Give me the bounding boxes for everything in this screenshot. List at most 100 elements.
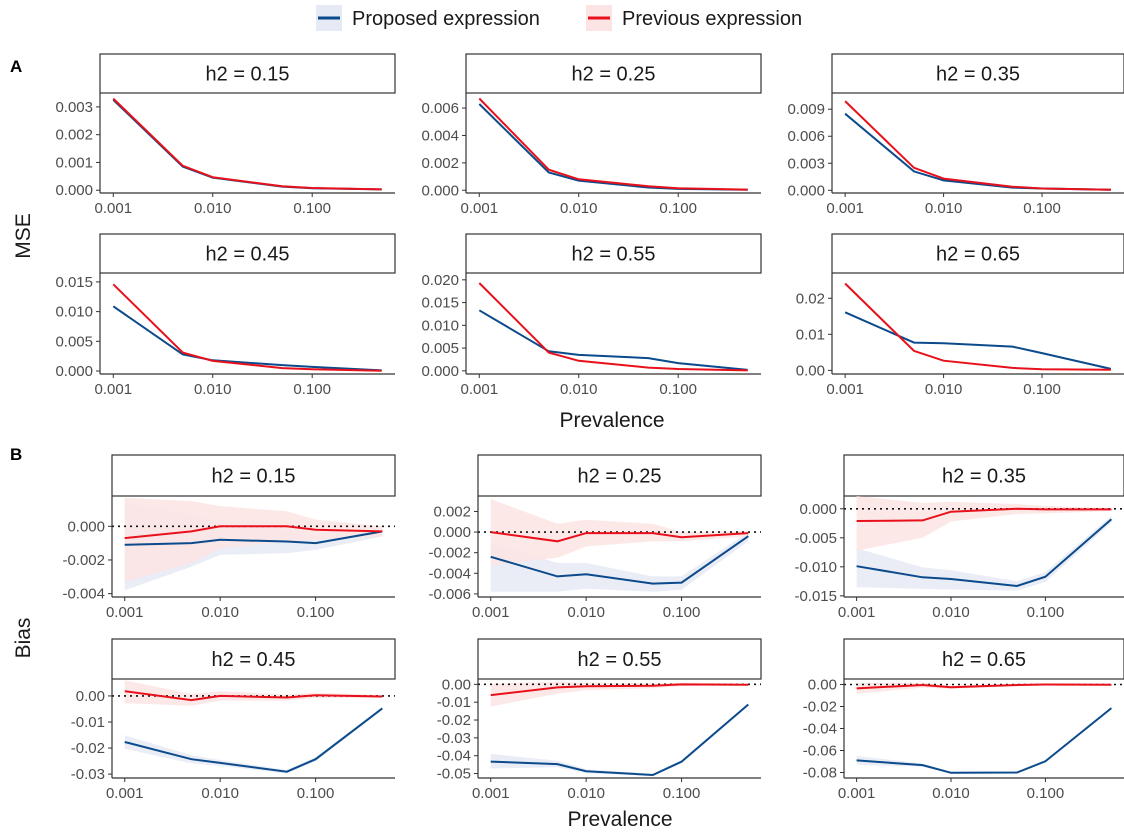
x-axis-title-b: Prevalence bbox=[567, 808, 672, 831]
panel-a-2: h2 = 0.25 0.000 0.002 0.004 0.006 0.001 0.010 0… bbox=[421, 53, 762, 217]
y-axis-title-b: Bias bbox=[12, 618, 35, 659]
series-line bbox=[478, 282, 748, 372]
panel-b-2: h2 = 0.25 -0.006 -0.004 -0.002 0.000 0.002 0.0… bbox=[428, 454, 762, 621]
panel-title: h2 = 0.35 bbox=[936, 64, 1020, 86]
x-tick-label: 0.001 bbox=[472, 604, 510, 621]
y-tick-label: 0.00 bbox=[76, 688, 105, 705]
x-tick-label: 0.100 bbox=[297, 604, 335, 621]
x-tick-label: 0.100 bbox=[1023, 381, 1061, 398]
panel-strip bbox=[831, 53, 1124, 94]
y-tick-label: 0.00 bbox=[796, 362, 825, 379]
y-tick-label: -0.010 bbox=[794, 559, 837, 576]
series-line bbox=[112, 99, 382, 191]
y-tick-label: 0.00 bbox=[442, 676, 471, 693]
x-tick-label: 0.001 bbox=[106, 604, 144, 621]
ci-ribbon bbox=[490, 532, 749, 592]
y-tick-label: 0.010 bbox=[421, 317, 459, 334]
x-tick-label: 0.010 bbox=[201, 604, 239, 621]
x-tick-label: 0.001 bbox=[461, 200, 499, 217]
y-tick-label: -0.03 bbox=[437, 730, 471, 747]
series-line bbox=[490, 531, 749, 543]
panel-b-3: h2 = 0.35 -0.015 -0.010 -0.005 0.000 0.001 0.0… bbox=[794, 454, 1124, 621]
panel-a-6: h2 = 0.65 0.00 0.01 0.02 0.001 0.010 0.100 bbox=[796, 233, 1124, 398]
y-tick-label: 0.000 bbox=[421, 182, 459, 199]
x-tick-label: 0.001 bbox=[838, 785, 876, 802]
panel-strip bbox=[843, 454, 1124, 497]
series-line bbox=[124, 530, 383, 546]
y-tick-label: -0.02 bbox=[437, 712, 471, 729]
plot-area bbox=[844, 496, 1124, 591]
x-tick-label: 0.001 bbox=[826, 381, 864, 398]
ci-ribbon bbox=[856, 515, 1112, 591]
panel-title: h2 = 0.25 bbox=[572, 64, 656, 86]
y-tick-label: -0.06 bbox=[803, 743, 837, 760]
y-tick-label: -0.01 bbox=[437, 694, 471, 711]
x-tick-label: 0.100 bbox=[1023, 200, 1061, 217]
x-tick-label: 0.100 bbox=[659, 381, 697, 398]
panel-a-4: h2 = 0.45 0.000 0.005 0.010 0.015 0.001 0.010 0… bbox=[55, 233, 396, 398]
panel-b-4: h2 = 0.45 -0.03 -0.02 -0.01 0.00 0.001 0.010 0.… bbox=[71, 638, 396, 802]
plot-area bbox=[844, 100, 1111, 191]
x-tick-label: 0.010 bbox=[194, 381, 232, 398]
x-tick-label: 0.001 bbox=[838, 604, 876, 621]
x-tick-label: 0.001 bbox=[106, 785, 144, 802]
x-tick-label: 0.001 bbox=[95, 200, 133, 217]
series-line bbox=[124, 690, 383, 702]
panel-title: h2 = 0.15 bbox=[212, 466, 296, 488]
series-line bbox=[490, 703, 749, 777]
y-tick-label: 0.005 bbox=[55, 333, 93, 350]
series-line bbox=[490, 535, 749, 585]
series-line bbox=[478, 309, 748, 371]
series-line bbox=[478, 103, 748, 191]
y-tick-label: 0.003 bbox=[787, 155, 825, 172]
legend: Proposed expression Previous expression bbox=[316, 5, 802, 31]
panel-title: h2 = 0.25 bbox=[578, 466, 662, 488]
x-axis-title-a: Prevalence bbox=[559, 409, 664, 432]
y-tick-label: -0.03 bbox=[71, 766, 105, 783]
y-tick-label: 0.020 bbox=[421, 272, 459, 289]
y-tick-label: 0.006 bbox=[787, 128, 825, 145]
x-tick-label: 0.100 bbox=[659, 200, 697, 217]
plot-area bbox=[844, 282, 1112, 371]
y-tick-label: 0.006 bbox=[421, 100, 459, 117]
plot-area bbox=[112, 680, 395, 774]
panel-strip bbox=[465, 53, 762, 94]
plot-area bbox=[478, 499, 761, 592]
y-axis-title-a: MSE bbox=[12, 213, 35, 259]
section-label-b: B bbox=[10, 445, 22, 464]
y-tick-label: -0.02 bbox=[803, 699, 837, 716]
y-tick-label: 0.002 bbox=[421, 155, 459, 172]
panel-b-5: h2 = 0.55 -0.05-0.04-0.03-0.02-0.010.00 0.… bbox=[437, 638, 762, 802]
panel-title: h2 = 0.55 bbox=[572, 244, 656, 266]
y-tick-label: -0.004 bbox=[62, 586, 105, 603]
y-tick-label: -0.005 bbox=[794, 530, 837, 547]
panel-b-1: h2 = 0.15 -0.004 -0.002 0.000 0.001 0.010 0.10… bbox=[62, 454, 396, 621]
x-tick-label: 0.010 bbox=[194, 200, 232, 217]
panel-title: h2 = 0.15 bbox=[206, 64, 290, 86]
series-line bbox=[112, 283, 382, 372]
ci-ribbon bbox=[124, 680, 383, 706]
y-tick-label: 0.015 bbox=[421, 295, 459, 312]
panel-title: h2 = 0.65 bbox=[936, 244, 1020, 266]
panel-strip bbox=[99, 233, 396, 274]
plot-area bbox=[112, 97, 382, 191]
y-tick-label: 0.000 bbox=[55, 182, 93, 199]
plot-area bbox=[844, 682, 1124, 774]
panel-title: h2 = 0.45 bbox=[212, 649, 296, 671]
series-line bbox=[856, 683, 1112, 690]
panel-a-5: h2 = 0.55 0.000 0.005 0.010 0.015 0.020 0.001 0… bbox=[421, 233, 762, 398]
y-tick-label: 0.00 bbox=[808, 677, 837, 694]
y-tick-label: 0.004 bbox=[421, 127, 459, 144]
panel-a-3: h2 = 0.35 0.000 0.003 0.006 0.009 0.001 0.010 0… bbox=[787, 53, 1124, 217]
y-tick-label: 0.000 bbox=[67, 518, 105, 535]
panel-strip bbox=[477, 454, 762, 497]
y-tick-label: -0.02 bbox=[71, 740, 105, 757]
plot-area bbox=[112, 497, 395, 591]
panel-title: h2 = 0.55 bbox=[578, 649, 662, 671]
ci-ribbon bbox=[124, 706, 383, 774]
x-tick-label: 0.100 bbox=[1027, 785, 1065, 802]
x-tick-label: 0.001 bbox=[95, 381, 133, 398]
series-line bbox=[112, 305, 382, 372]
